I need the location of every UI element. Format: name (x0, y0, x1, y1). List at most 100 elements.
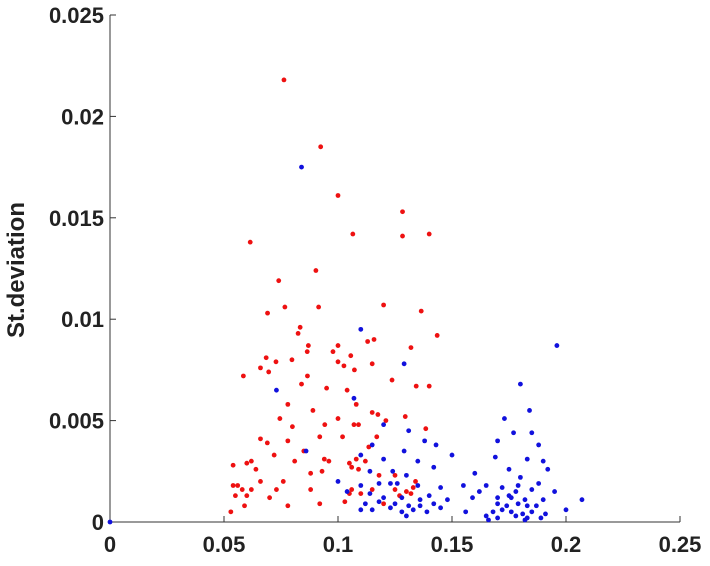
data-point (313, 268, 319, 273)
data-point (367, 491, 373, 497)
data-point (258, 436, 263, 442)
data-point (290, 424, 295, 430)
data-point (369, 507, 375, 513)
data-point (271, 452, 277, 458)
data-point (392, 487, 398, 492)
data-point (349, 464, 355, 470)
data-point (369, 361, 375, 367)
data-point (335, 479, 341, 484)
data-point (335, 359, 341, 365)
data-point (376, 481, 382, 486)
data-point (476, 489, 482, 494)
data-point (410, 507, 416, 513)
data-point (353, 456, 359, 462)
data-point (356, 422, 361, 428)
data-point (402, 414, 408, 419)
data-point (381, 422, 386, 428)
data-point (308, 470, 314, 476)
data-point (404, 489, 409, 494)
data-point (247, 239, 253, 245)
data-point (492, 454, 498, 460)
x-tick-label: 0 (104, 532, 116, 557)
y-axis-label: St.deviation (3, 202, 30, 338)
data-point (431, 464, 437, 470)
data-point (470, 495, 475, 501)
y-axis-ticks: 0 0.005 0.01 0.015 0.02 0.025 (49, 3, 116, 535)
data-point (506, 466, 512, 472)
data-point (404, 513, 409, 519)
data-point (367, 468, 373, 474)
data-point (376, 472, 382, 478)
data-point (266, 369, 272, 375)
data-point (297, 324, 303, 330)
x-tick-label: 0.2 (551, 532, 582, 557)
data-point (527, 408, 532, 413)
data-point (281, 77, 287, 83)
data-point (273, 359, 279, 365)
data-point (461, 483, 466, 488)
data-point (563, 507, 569, 513)
data-point (413, 383, 419, 389)
data-point (529, 487, 535, 492)
x-axis-ticks: 0 0.05 0.1 0.15 0.2 0.25 (104, 516, 701, 557)
data-point (406, 503, 412, 509)
data-point (554, 343, 560, 348)
data-point (282, 304, 288, 310)
data-point (438, 485, 443, 490)
data-point (330, 349, 336, 355)
data-point (235, 483, 241, 488)
data-point (358, 326, 364, 332)
data-point (400, 209, 405, 215)
y-tick-label: 0.015 (49, 206, 104, 231)
x-tick-label: 0.1 (323, 532, 354, 557)
data-point (267, 495, 272, 501)
data-point (536, 442, 542, 448)
data-point (365, 339, 371, 344)
data-point (529, 430, 535, 436)
data-point (426, 383, 432, 389)
data-point (520, 511, 526, 517)
data-point (506, 493, 512, 499)
data-point (431, 501, 437, 507)
data-point (515, 483, 521, 488)
data-point (239, 487, 245, 492)
data-point (244, 460, 250, 466)
data-point (303, 448, 309, 454)
data-point (274, 387, 279, 393)
data-point (318, 144, 324, 150)
data-point (324, 385, 329, 391)
data-point (263, 355, 269, 361)
data-point (285, 503, 291, 509)
data-point (543, 511, 548, 517)
data-point (322, 422, 328, 428)
data-point (304, 349, 310, 355)
data-point (381, 495, 386, 501)
data-point (292, 458, 298, 464)
data-point (515, 501, 521, 507)
data-point (401, 361, 407, 367)
y-tick-label: 0 (92, 510, 104, 535)
data-point (417, 503, 423, 509)
data-point (276, 278, 282, 284)
data-point (388, 505, 393, 511)
data-point (424, 509, 430, 515)
data-point (358, 491, 364, 497)
data-point (438, 505, 443, 511)
data-point (369, 410, 375, 415)
data-point (362, 501, 368, 507)
data-point (422, 438, 428, 444)
data-point (552, 489, 557, 494)
data-point (358, 507, 364, 513)
data-point (426, 493, 432, 499)
data-point (253, 466, 259, 472)
data-point (540, 458, 546, 464)
data-point (305, 373, 310, 379)
data-point (413, 479, 418, 484)
data-point (369, 487, 375, 492)
data-point (404, 472, 409, 478)
data-point (518, 381, 523, 387)
data-point (248, 458, 254, 464)
data-point (381, 456, 386, 462)
data-point (305, 343, 311, 348)
data-point (358, 452, 364, 458)
